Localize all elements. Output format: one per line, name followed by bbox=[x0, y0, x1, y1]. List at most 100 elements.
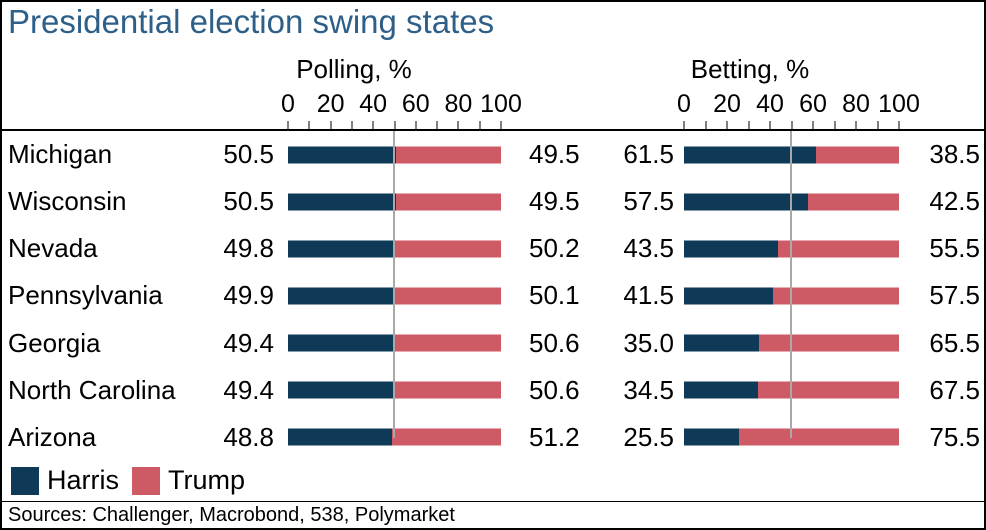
axis-tick-mark bbox=[726, 121, 728, 129]
state-label: Nevada bbox=[8, 233, 98, 264]
axis-tick-mark bbox=[394, 121, 395, 129]
axis-baseline bbox=[2, 129, 984, 131]
betting-harris-value: 43.5 bbox=[623, 233, 674, 264]
panel-header-polling: Polling, % bbox=[296, 54, 412, 84]
betting-bar bbox=[684, 334, 899, 352]
betting-bar bbox=[684, 146, 899, 164]
betting-bar bbox=[684, 193, 899, 211]
axis-tick-mark bbox=[415, 121, 417, 129]
state-label: Pennsylvania bbox=[8, 280, 163, 311]
axis-tick-mark bbox=[877, 121, 878, 129]
table-row-georgia: Georgia 49.4 50.6 35.0 65.5 bbox=[2, 320, 984, 367]
trump-bar-segment bbox=[393, 381, 501, 399]
axis-tick-mark bbox=[372, 121, 374, 129]
polling-harris-value: 50.5 bbox=[223, 186, 274, 217]
betting-harris-value: 41.5 bbox=[623, 280, 674, 311]
polling-bar bbox=[288, 381, 501, 399]
polling-harris-value: 49.4 bbox=[223, 374, 274, 405]
harris-bar-segment bbox=[684, 193, 808, 211]
table-row-pennsylvania: Pennsylvania 49.9 50.1 41.5 57.5 bbox=[2, 272, 984, 319]
harris-bar-segment bbox=[684, 146, 817, 164]
axis-tick-label: 80 bbox=[444, 90, 473, 118]
polling-harris-value: 49.4 bbox=[223, 327, 274, 358]
axis-tick-label: 40 bbox=[756, 90, 784, 118]
axis-tick-marks-polling bbox=[287, 121, 502, 129]
chart-title: Presidential election swing states bbox=[8, 3, 495, 40]
footer-separator-line bbox=[2, 501, 984, 502]
betting-harris-value: 61.5 bbox=[623, 139, 674, 170]
table-row-michigan: Michigan 50.5 49.5 61.5 38.5 bbox=[2, 131, 984, 178]
trump-bar-segment bbox=[391, 428, 501, 446]
polling-trump-value: 50.2 bbox=[529, 233, 580, 264]
state-label: Arizona bbox=[8, 421, 97, 452]
axis-tick-marks-betting bbox=[683, 121, 900, 129]
betting-trump-value: 75.5 bbox=[929, 421, 980, 452]
polling-harris-value: 49.9 bbox=[223, 280, 274, 311]
harris-bar-segment bbox=[684, 334, 760, 352]
polling-trump-value: 49.5 bbox=[529, 139, 580, 170]
fifty-percent-line-polling bbox=[393, 131, 395, 438]
state-label: North Carolina bbox=[8, 374, 176, 405]
axis-tick-mark bbox=[457, 121, 459, 129]
betting-harris-value: 25.5 bbox=[623, 421, 674, 452]
polling-harris-value: 49.8 bbox=[223, 233, 274, 264]
betting-harris-value: 34.5 bbox=[623, 374, 674, 405]
harris-bar-segment bbox=[288, 146, 396, 164]
betting-trump-value: 65.5 bbox=[929, 327, 980, 358]
polling-trump-value: 51.2 bbox=[529, 421, 580, 452]
polling-trump-value: 50.6 bbox=[529, 327, 580, 358]
legend-label: Harris bbox=[47, 465, 119, 495]
betting-bar bbox=[684, 240, 899, 258]
polling-bar bbox=[288, 146, 501, 164]
trump-bar-segment bbox=[394, 287, 501, 305]
table-row-nevada: Nevada 49.8 50.2 43.5 55.5 bbox=[2, 225, 984, 272]
axis-tick-label: 100 bbox=[480, 90, 522, 118]
axis-tick-mark bbox=[479, 121, 481, 129]
betting-trump-value: 38.5 bbox=[929, 139, 980, 170]
bar-rows: Michigan 50.5 49.5 61.5 38.5 Wisconsin 50.5 49.… bbox=[2, 131, 984, 461]
axis-tick-label: 0 bbox=[677, 90, 691, 118]
trump-bar-segment bbox=[394, 240, 501, 258]
axis-tick-mark bbox=[683, 121, 685, 129]
betting-bar bbox=[684, 287, 899, 305]
axis-tick-mark bbox=[705, 121, 706, 129]
harris-bar-segment bbox=[288, 334, 394, 352]
betting-trump-value: 67.5 bbox=[929, 374, 980, 405]
axis-tick-label: 20 bbox=[713, 90, 741, 118]
axis-tick-label: 80 bbox=[842, 90, 870, 118]
legend-item-trump: Trump bbox=[132, 465, 245, 496]
polling-bar bbox=[288, 287, 501, 305]
table-row-arizona: Arizona 48.8 51.2 25.5 75.5 bbox=[2, 414, 984, 461]
axis-tick-mark bbox=[834, 121, 835, 129]
legend-swatch-trump bbox=[132, 466, 160, 495]
axis-tick-mark bbox=[898, 121, 900, 129]
axis-tick-label: 60 bbox=[799, 90, 827, 118]
table-row-north-carolina: North Carolina 49.4 50.6 34.5 67.5 bbox=[2, 367, 984, 414]
axis-tick-label: 40 bbox=[359, 90, 388, 118]
axis-tick-mark bbox=[500, 121, 502, 129]
trump-bar-segment bbox=[773, 287, 899, 305]
trump-bar-segment bbox=[395, 146, 501, 164]
polling-bar bbox=[288, 240, 501, 258]
axis-tick-mark bbox=[436, 121, 438, 129]
harris-bar-segment bbox=[684, 381, 759, 399]
trump-bar-segment bbox=[393, 334, 501, 352]
axis-tick-mark bbox=[287, 121, 289, 129]
axis-tick-mark bbox=[855, 121, 857, 129]
trump-bar-segment bbox=[738, 428, 899, 446]
harris-bar-segment bbox=[288, 287, 395, 305]
betting-trump-value: 57.5 bbox=[929, 280, 980, 311]
trump-bar-segment bbox=[758, 381, 899, 399]
legend-item-harris: Harris bbox=[11, 465, 119, 496]
polling-harris-value: 50.5 bbox=[223, 139, 274, 170]
polling-trump-value: 50.1 bbox=[529, 280, 580, 311]
betting-trump-value: 55.5 bbox=[929, 233, 980, 264]
polling-bar bbox=[288, 334, 501, 352]
betting-bar bbox=[684, 428, 899, 446]
polling-trump-value: 50.6 bbox=[529, 374, 580, 405]
axis-tick-mark bbox=[351, 121, 353, 129]
axis-tick-mark bbox=[308, 121, 310, 129]
betting-trump-value: 42.5 bbox=[929, 186, 980, 217]
harris-bar-segment bbox=[684, 287, 774, 305]
axis-tick-labels-betting: 0 20 40 60 80 100 bbox=[677, 89, 920, 119]
